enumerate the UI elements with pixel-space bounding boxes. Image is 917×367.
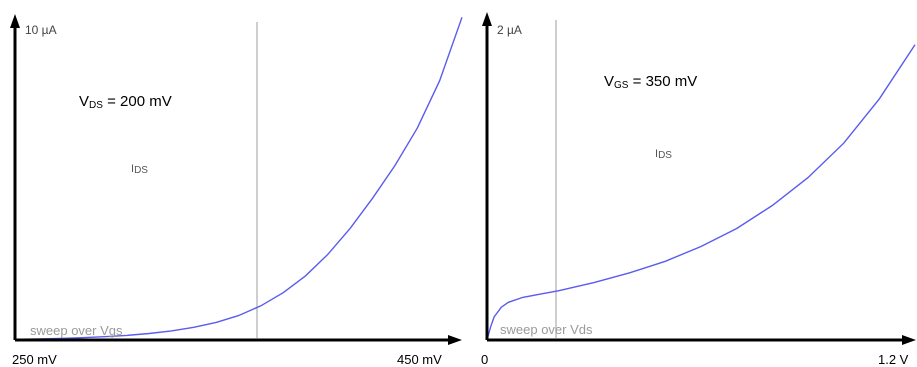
x-axis-arrow-right [902, 335, 916, 345]
x-max-label-left: 450 mV [397, 352, 442, 367]
chart-right-vds-sweep: 2 µA VGS = 350 mV IDS sweep over Vds 0 1… [481, 12, 916, 367]
x-min-label-left: 250 mV [12, 352, 57, 367]
x-min-label-right: 0 [481, 352, 488, 367]
x-max-label-right: 1.2 V [878, 352, 909, 367]
vds-annotation: VDS = 200 mV [79, 93, 172, 111]
vgs-annotation: VGS = 350 mV [604, 73, 697, 91]
y-axis-arrow-left [10, 14, 20, 28]
y-max-label-right: 2 µA [497, 23, 522, 37]
ids-curve-vds [486, 44, 916, 341]
x-axis-arrow-left [448, 335, 462, 345]
ids-curve-vgs [14, 17, 463, 340]
sweep-label-right: sweep over Vds [500, 322, 593, 337]
y-max-label-left: 10 µA [25, 23, 57, 37]
chart-left-vgs-sweep: 10 µA VDS = 200 mV IDS sweep over Vgs 25… [10, 14, 463, 367]
ids-label-right: IDS [655, 148, 672, 161]
ids-label-left: IDS [131, 163, 148, 176]
sweep-label-left: sweep over Vgs [30, 323, 123, 338]
y-axis-arrow-right [482, 12, 492, 26]
